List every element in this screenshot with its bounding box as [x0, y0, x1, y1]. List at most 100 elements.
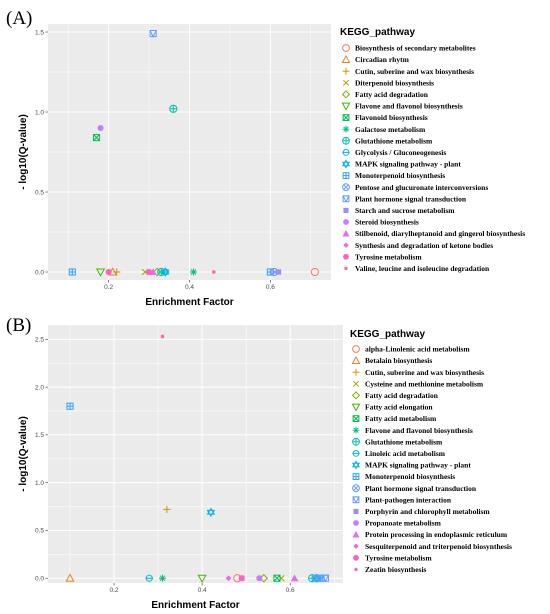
- legend-item: Monoterpenoid biosynthesis: [352, 472, 455, 481]
- data-point: [158, 574, 167, 582]
- legend-key: [353, 520, 359, 526]
- panel-label: (B): [6, 315, 31, 336]
- legend-label: MAPK signaling pathway - plant: [365, 461, 471, 470]
- legend-label: Glutathione metabolism: [355, 136, 433, 145]
- data-point: [149, 30, 157, 38]
- legend-item: Plant hormone signal transduction: [352, 484, 477, 493]
- legend-label: Diterpenoid biosynthesis: [355, 78, 434, 87]
- legend-key: [343, 219, 349, 225]
- legend-item: Stilbenoid, diarylheptanoid and gingerol…: [342, 229, 525, 238]
- legend-key: [341, 55, 351, 63]
- data-point: [105, 268, 112, 276]
- legend-item: MAPK signaling pathway - plant: [341, 159, 461, 169]
- legend-key: [352, 345, 360, 353]
- data-point: [256, 575, 263, 582]
- legend: KEGG_pathway Biosynthesis of secondary me…: [340, 27, 525, 273]
- data-point: [66, 402, 74, 410]
- legend-key: [341, 102, 351, 111]
- legend-label: Pentose and glucuronate interconversions: [355, 183, 488, 192]
- x-tick-label: 0.2: [104, 284, 113, 291]
- y-tick-label: 1.0: [35, 480, 44, 487]
- legend-item: Plant hormone signal transduction: [342, 194, 467, 203]
- legend-label: Fatty acid degradation: [365, 391, 439, 400]
- data-point: [163, 505, 171, 514]
- legend-label: Fatty acid degradation: [355, 90, 429, 99]
- legend-item: Plant-pathogen interaction: [352, 495, 452, 504]
- data-point: [145, 574, 154, 582]
- y-tick-label: 0.0: [35, 576, 44, 583]
- y-tick-label: 2.5: [35, 337, 44, 344]
- legend-label: Cutin, suberine and wax biosynthesis: [355, 67, 474, 76]
- plot-area: [48, 325, 343, 583]
- legend-label: Flavonoid biosynthesis: [355, 113, 428, 122]
- legend-item: Circadian rhytm: [341, 55, 410, 64]
- legend-label: alpha-Linolenic acid metabolism: [365, 345, 470, 354]
- legend-key: [342, 44, 350, 52]
- legend-label: Cysteine and methionine metabolism: [365, 379, 484, 388]
- legend-label: Propanoate metabolism: [365, 519, 442, 528]
- y-tick-label: 0.5: [35, 528, 44, 535]
- legend-item: Flavone and flavonol biosynthesis: [352, 426, 473, 435]
- legend-key: [342, 67, 350, 75]
- legend-label: MAPK signaling pathway - plant: [355, 160, 461, 169]
- legend-title: KEGG_pathway: [340, 27, 415, 38]
- legend-item: Glutathione metabolism: [352, 437, 443, 446]
- legend-item: alpha-Linolenic acid metabolism: [352, 345, 470, 354]
- legend-item: Linoleic acid metabolism: [352, 449, 446, 458]
- legend-label: Circadian rhytm: [355, 55, 410, 64]
- legend-item: Sesquiterpenoid and triterpenoid biosynt…: [353, 542, 512, 551]
- legend-key: [342, 125, 350, 133]
- legend-label: Steroid biosynthesis: [355, 218, 419, 227]
- legend-key: [342, 79, 350, 86]
- legend-label: Flavone and flavonol biosynthesis: [365, 426, 473, 435]
- y-tick-label: 1.0: [35, 109, 44, 116]
- legend-key: [352, 496, 360, 504]
- data-point: [92, 134, 101, 142]
- legend-key: [342, 183, 350, 192]
- legend-item: Betalain biosynthesis: [351, 356, 432, 365]
- data-points: [68, 30, 319, 277]
- y-tick-label: 1.5: [35, 29, 44, 36]
- legend-key: [351, 356, 361, 364]
- legend-key: [341, 90, 351, 99]
- y-tick-label: 1.5: [35, 432, 44, 439]
- legend-item: Fatty acid degradation: [351, 391, 439, 400]
- legend-key: [343, 207, 349, 213]
- legend-key: [352, 368, 360, 376]
- legend-label: Porphyrin and chlorophyll metabolism: [365, 507, 490, 516]
- y-axis-title: - log10(Q-value): [18, 114, 29, 190]
- legend-key: [342, 114, 350, 121]
- data-point: [290, 574, 299, 582]
- legend-item: Cutin, suberine and wax biosynthesis: [352, 368, 484, 377]
- legend-item: Steroid biosynthesis: [343, 218, 419, 227]
- legend-label: Tyrosine metabolism: [355, 252, 422, 261]
- x-axis-title: Enrichment Factor: [151, 600, 239, 611]
- legend-key: [343, 253, 349, 260]
- legend-key: [342, 230, 350, 237]
- legend-item: Tyrosine metabolism: [343, 252, 422, 261]
- legend-item: Monoterpenoid biosynthesis: [342, 171, 445, 180]
- legend-item: Glutathione metabolism: [342, 136, 433, 145]
- legend-item: Fatty acid metabolism: [352, 414, 437, 423]
- legend-item: Fatty acid degradation: [341, 90, 429, 99]
- x-tick-label: 0.2: [110, 587, 119, 594]
- legend-key: [353, 554, 359, 561]
- x-axis-title: Enrichment Factor: [145, 297, 233, 308]
- legend-key: [342, 195, 350, 203]
- legend-item: Flavone and flavonol biosynthesis: [341, 102, 463, 111]
- data-point: [310, 267, 319, 277]
- legend-title: KEGG_pathway: [350, 329, 425, 340]
- legend-item: MAPK signaling pathway - plant: [351, 460, 471, 470]
- data-point: [189, 268, 198, 276]
- legend-key: [352, 426, 360, 434]
- legend-key: [352, 531, 360, 538]
- legend-label: Plant hormone signal transduction: [365, 484, 477, 493]
- legend-item: Glycolysis / Gluconeogenesis: [342, 148, 446, 157]
- data-point: [152, 267, 162, 277]
- data-point: [65, 573, 75, 582]
- panel-0: (A) 0.2 0.4 0.6 0.0 0.5 1.0 1.5 Enrichment Facto…: [6, 8, 525, 308]
- legend-item: Flavonoid biosynthesis: [342, 113, 428, 122]
- panel-1: (B) 0.2 0.4 0.6 0.0 0.5 1.0 1.5 2.0 2.5 Enrichment…: [6, 315, 512, 611]
- legend-item: Cysteine and methionine metabolism: [352, 379, 484, 388]
- legend-item: Valine, leucine and isoleucine degradati…: [344, 264, 490, 273]
